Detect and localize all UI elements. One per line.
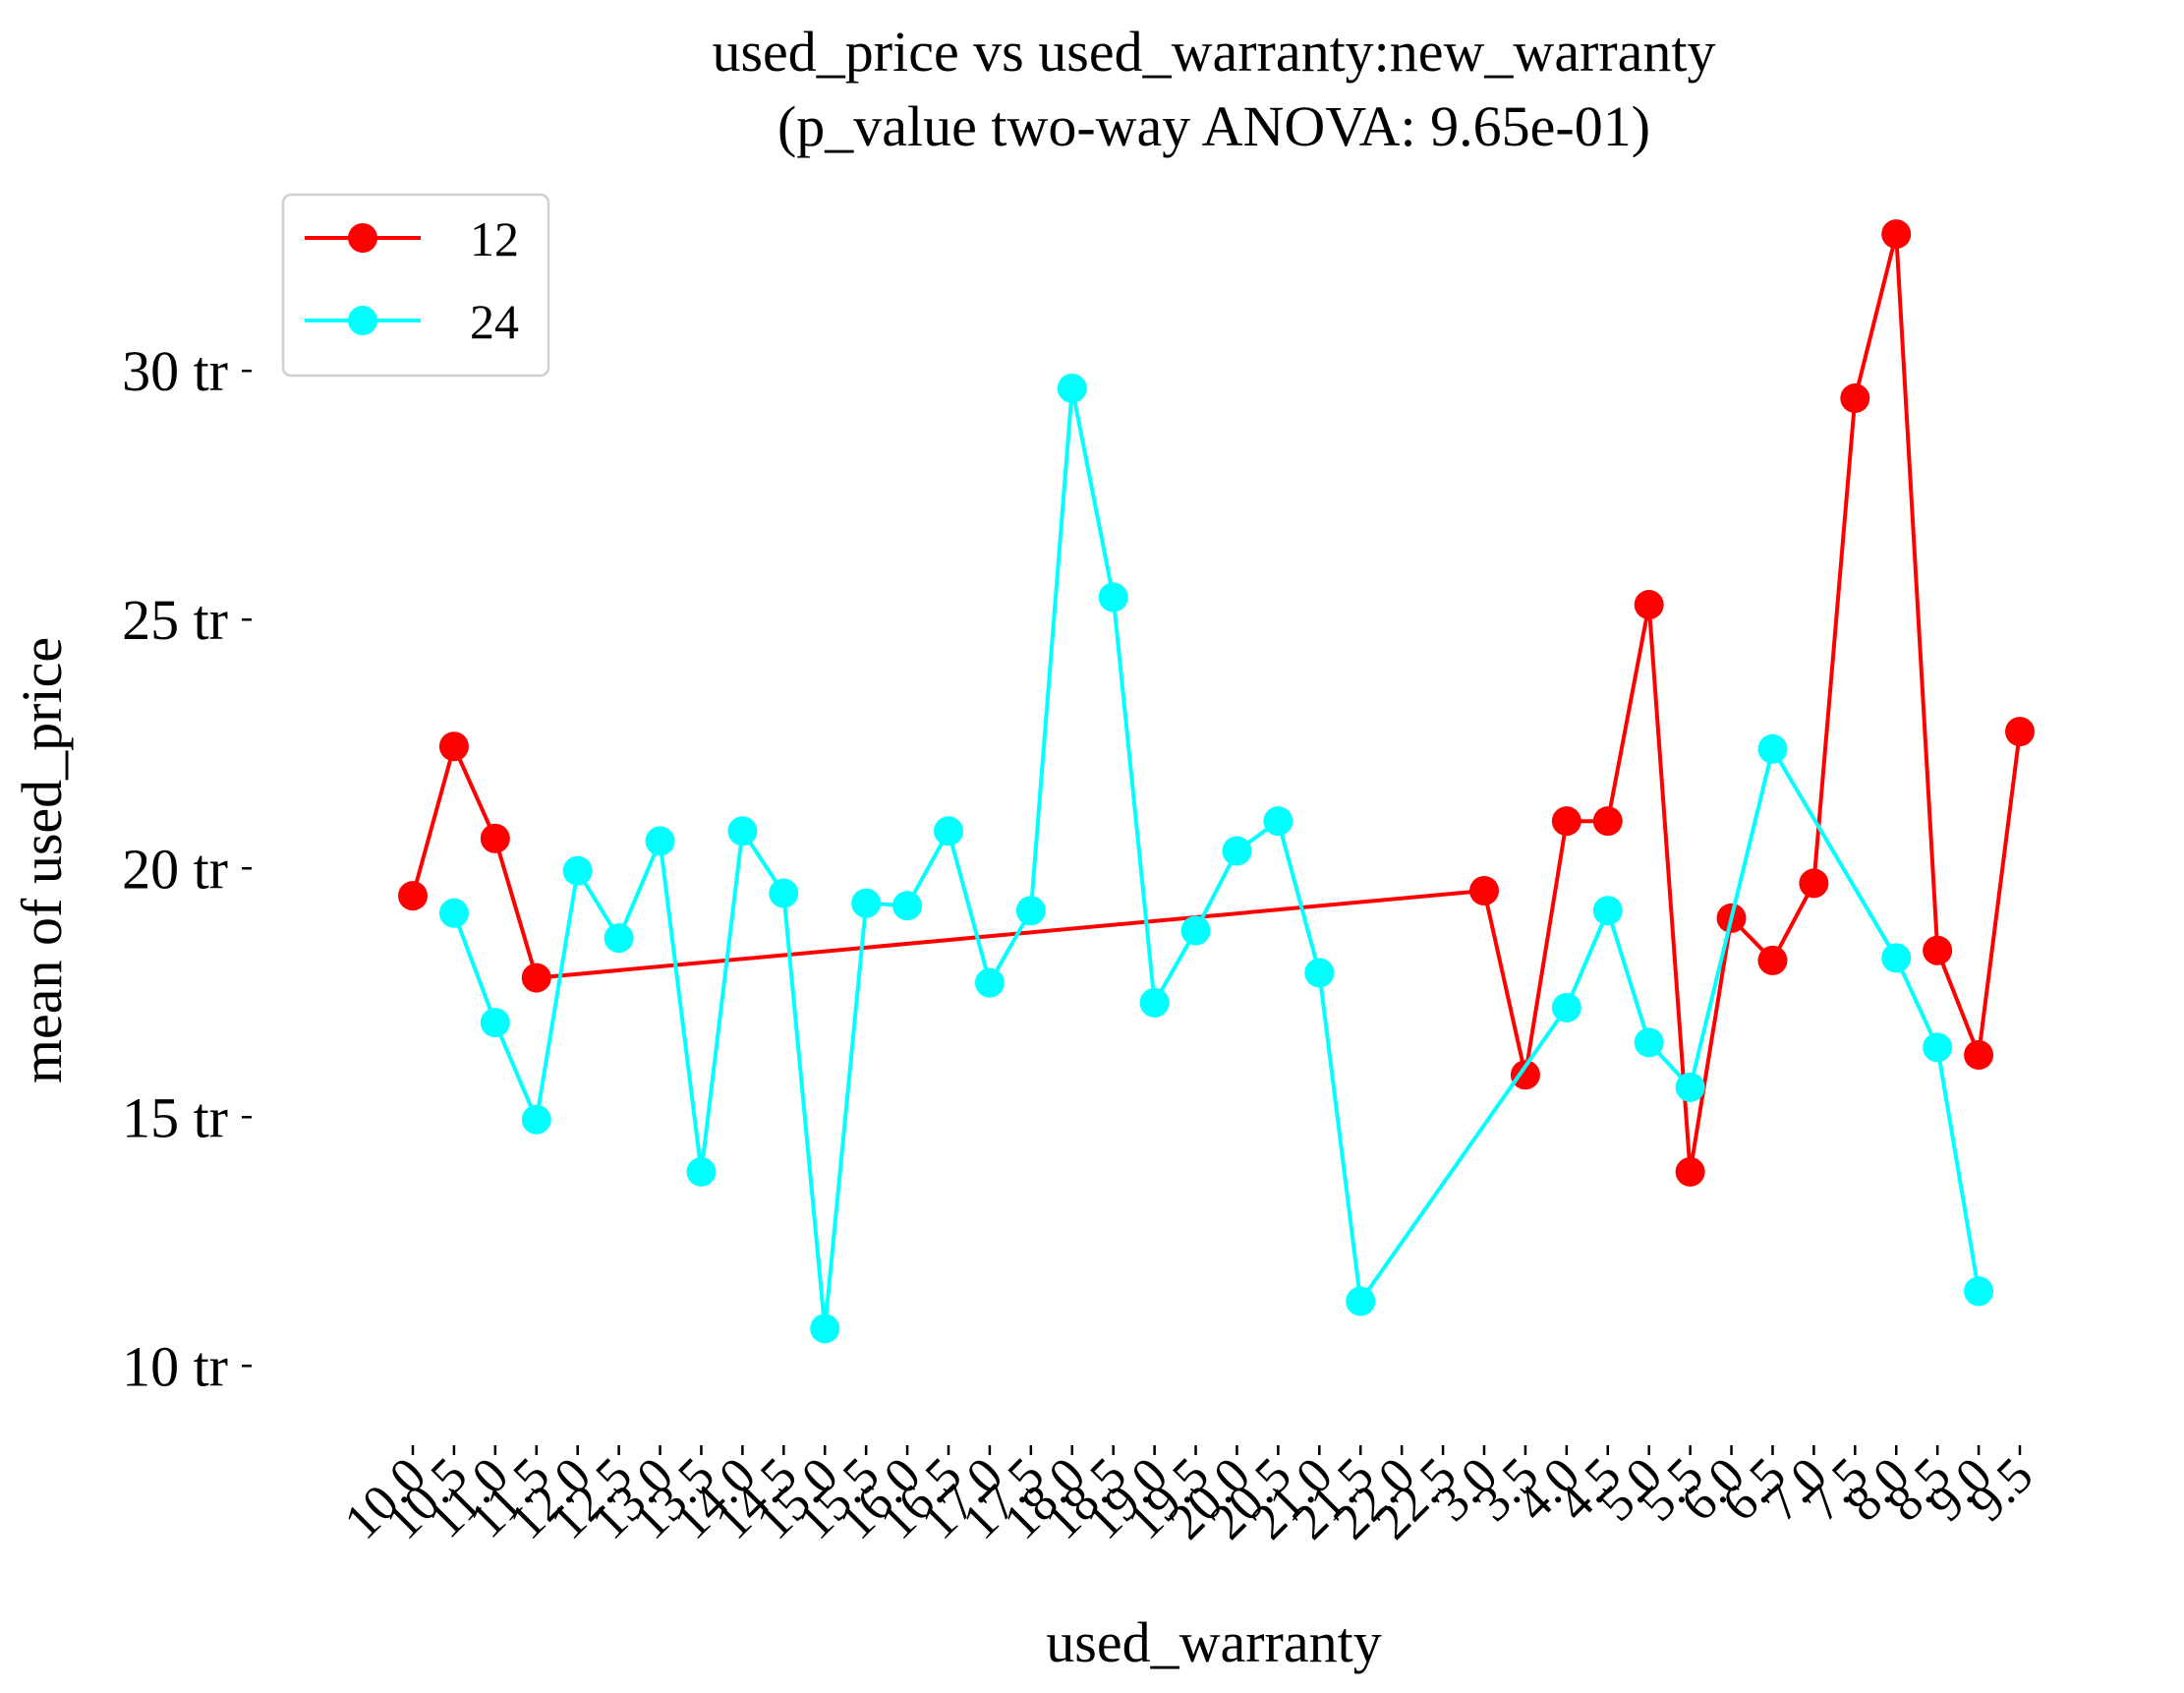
series-12-point — [1799, 868, 1829, 899]
series-24-point — [480, 1008, 510, 1038]
series-24-point — [1551, 992, 1581, 1022]
series-12-point — [480, 823, 510, 853]
series-12-point — [1592, 806, 1623, 837]
y-tick-label: 25 tr — [122, 588, 228, 652]
series-24-point — [1346, 1286, 1376, 1316]
legend: 12 24 — [281, 193, 550, 378]
series-24-point — [686, 1156, 717, 1187]
series-24-point — [769, 878, 799, 908]
series-24-point — [1675, 1072, 1705, 1102]
series-24-point — [1881, 943, 1912, 973]
series-24-point — [603, 923, 634, 954]
series-24-point — [1263, 806, 1293, 837]
series-24-point — [810, 1314, 840, 1344]
series-12-point — [521, 963, 551, 993]
series-24-point — [1139, 987, 1170, 1018]
legend-12-label: 12 — [470, 211, 519, 266]
y-tick-label: 10 tr — [122, 1334, 228, 1398]
series-24-point — [521, 1104, 551, 1135]
series-24-point — [1757, 733, 1788, 764]
series-24-point — [645, 826, 675, 856]
chart-subtitle: (p_value two-way ANOVA: 9.65e-01) — [777, 94, 1650, 158]
chart-title: used_price vs used_warranty:new_warranty — [712, 20, 1715, 84]
y-axis: 10 tr 15 tr 20 tr 25 tr 30 tr — [122, 339, 252, 1398]
series-24-point — [851, 888, 882, 918]
series-24-point — [1304, 958, 1335, 988]
series-12-point — [1840, 383, 1870, 414]
series-24-point — [1592, 896, 1623, 926]
series-12-point — [1881, 219, 1912, 250]
y-tick-label: 15 tr — [122, 1085, 228, 1149]
series-24-point — [1098, 582, 1128, 613]
series-24-point — [1964, 1276, 1994, 1307]
series-24-point — [1634, 1027, 1664, 1058]
series-24-point — [1180, 915, 1211, 946]
series-12-point — [1757, 945, 1788, 975]
series-12-point — [438, 731, 469, 762]
series-24-point — [1923, 1032, 1953, 1063]
series-12-point — [1675, 1156, 1705, 1187]
series-12-point — [1469, 876, 1499, 906]
legend-12-marker — [348, 223, 377, 253]
series-24-point — [1015, 896, 1046, 926]
series-24-point — [438, 898, 469, 928]
series-12-point — [1510, 1060, 1540, 1090]
series-24-point — [1222, 836, 1252, 866]
series-12-line — [411, 232, 2022, 1174]
plot-area — [398, 219, 2035, 1344]
series-12-point — [1923, 935, 1953, 965]
y-tick-label: 30 tr — [122, 339, 228, 403]
x-axis-label: used_warranty — [1046, 1610, 1381, 1674]
series-24-point — [727, 816, 758, 846]
series-12-point — [1551, 806, 1581, 837]
series-12-point — [1964, 1040, 1994, 1071]
series-24-point — [892, 891, 923, 921]
y-tick-label: 20 tr — [122, 837, 228, 901]
series-12-point — [398, 881, 428, 911]
series-24-point — [562, 855, 593, 886]
series-24-point — [1057, 373, 1087, 403]
legend-24-marker — [348, 306, 377, 335]
legend-24-label: 24 — [470, 294, 519, 349]
series-12-point — [2005, 717, 2035, 747]
y-axis-label: mean of used_price — [10, 637, 74, 1083]
series-24-point — [934, 816, 963, 846]
series-12-point — [1634, 590, 1664, 620]
series-24-point — [974, 967, 1005, 998]
